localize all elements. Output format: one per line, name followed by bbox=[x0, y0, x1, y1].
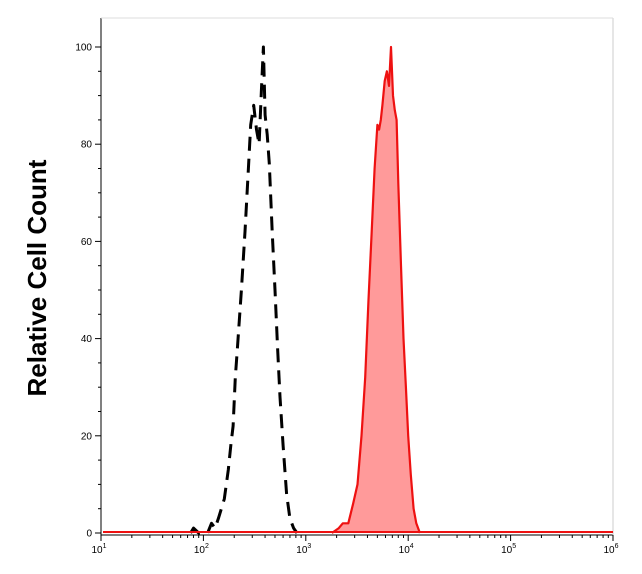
y-tick-label: 100 bbox=[75, 43, 92, 54]
x-axis: 101 102 103 104 105 106 bbox=[91, 535, 619, 556]
x-tick-label: 104 bbox=[399, 543, 414, 556]
y-tick-label: 40 bbox=[81, 334, 93, 345]
y-tick-label: 20 bbox=[81, 431, 93, 442]
series-1-line bbox=[189, 45, 299, 535]
series-layer bbox=[103, 45, 613, 535]
series-2 bbox=[331, 45, 421, 534]
x-tick-label: 105 bbox=[501, 543, 516, 556]
y-tick-label: 0 bbox=[86, 529, 92, 540]
x-tick-label: 102 bbox=[194, 543, 209, 556]
plot-frame bbox=[100, 17, 614, 536]
x-tick-label: 101 bbox=[91, 543, 106, 556]
series-1 bbox=[189, 45, 299, 535]
x-tick-label: 103 bbox=[296, 543, 311, 556]
series-2-area bbox=[331, 47, 420, 533]
x-tick-label: 106 bbox=[603, 543, 618, 556]
series-2-line bbox=[331, 45, 421, 534]
y-axis-label: Relative Cell Count bbox=[22, 159, 52, 396]
y-tick-label: 80 bbox=[81, 140, 93, 151]
y-axis: 0 20 40 60 80 100 bbox=[75, 43, 101, 540]
y-tick-label: 60 bbox=[81, 237, 93, 248]
